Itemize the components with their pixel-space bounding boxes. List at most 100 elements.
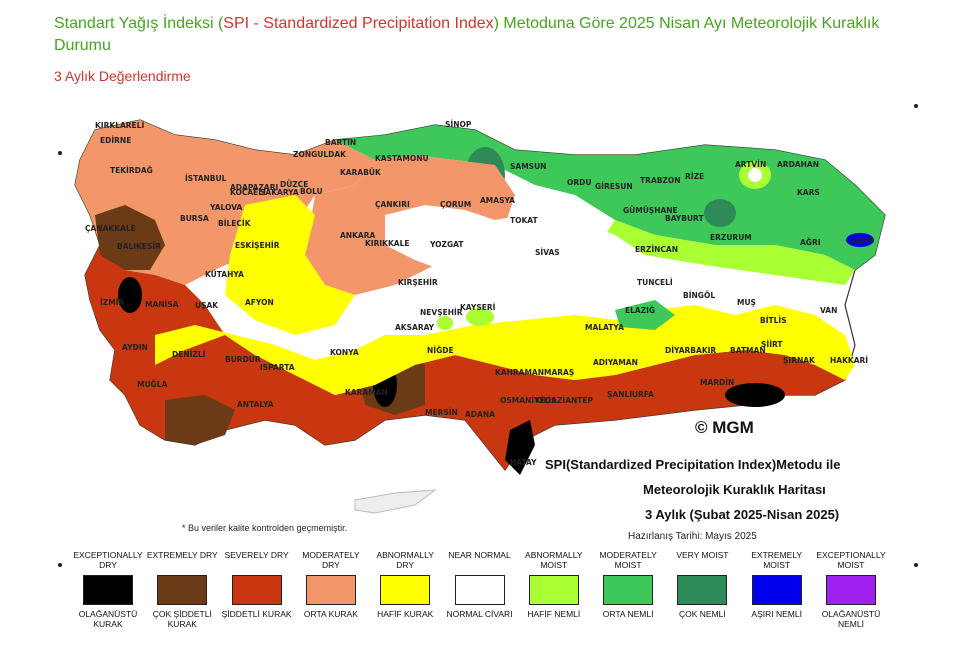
- zone-near-normal-central: [385, 205, 645, 295]
- city-label: IĞDIR: [850, 236, 874, 245]
- legend-item: MODERATELY MOIST ORTA NEMLİ: [590, 550, 666, 619]
- legend-tr-label: ÇOK NEMLİ: [679, 609, 726, 619]
- city-label: AKSARAY: [395, 323, 435, 332]
- legend-en-label: NEAR NORMAL: [448, 550, 511, 560]
- legend-en-label: EXTREMELY DRY: [146, 550, 218, 560]
- zone-exceptionally-dry-hatay: [505, 420, 535, 475]
- zone-extremely-moist-igdir: [846, 233, 874, 247]
- city-label: ORDU: [567, 178, 591, 187]
- legend-en-label: MODERATELY MOIST: [599, 550, 657, 570]
- city-label: EDİRNE: [100, 136, 131, 145]
- city-label: BİLECİK: [218, 219, 252, 228]
- frame-dot-tl: [58, 151, 62, 155]
- city-label: KARS: [797, 188, 820, 197]
- city-label: VAN: [820, 306, 837, 315]
- page-title: Standart Yağış İndeksi (SPI - Standardiz…: [54, 13, 934, 57]
- city-label: KONYA: [330, 348, 359, 357]
- city-label: GAZİANTEP: [545, 396, 594, 405]
- frame-dot-br: [914, 563, 918, 567]
- legend-en-label: EXCEPTIONALLY MOIST: [816, 550, 886, 570]
- city-label: MARDİN: [700, 378, 734, 387]
- frame-dot-bl: [58, 563, 62, 567]
- legend-en-label: ABNORMALLY MOIST: [525, 550, 583, 570]
- city-label: ERZİNCAN: [635, 245, 678, 254]
- legend-tr-label: HAFİF NEMLİ: [527, 609, 581, 619]
- city-label: KARABÜK: [340, 168, 382, 177]
- copyright-mgm: © MGM: [695, 418, 754, 437]
- legend-swatch: [677, 575, 728, 605]
- legend-item: NEAR NORMAL NORMAL CİVARI: [442, 550, 518, 619]
- city-label: MUŞ: [737, 298, 756, 307]
- city-label: KIRIKKALE: [365, 239, 410, 248]
- zone-abnormally-dry-central: [225, 195, 355, 335]
- map-title-line3: 3 Aylık (Şubat 2025-Nisan 2025): [645, 507, 839, 522]
- legend-swatch: [231, 575, 282, 605]
- city-label: AYDIN: [122, 343, 148, 352]
- prepared-date: Hazırlanış Tarihi: Mayıs 2025: [628, 531, 757, 542]
- map-title-line2: Meteorolojik Kuraklık Haritası: [643, 482, 826, 497]
- city-label: BARTIN: [325, 138, 356, 147]
- legend-tr-label: NORMAL CİVARI: [446, 609, 513, 619]
- city-label: SİNOP: [445, 120, 472, 129]
- city-label: UŞAK: [195, 301, 219, 310]
- city-label: ÇANAKKALE: [85, 224, 136, 233]
- city-label: ŞANLIURFA: [607, 390, 654, 399]
- legend-tr-label: HAFİF KURAK: [377, 609, 434, 619]
- legend-swatch: [603, 575, 654, 605]
- footnote: * Bu veriler kalite kontrolden geçmemişt…: [182, 523, 347, 533]
- city-label: BURDUR: [225, 355, 261, 364]
- city-label: KIRKLARELİ: [95, 121, 144, 130]
- city-label: KÜTAHYA: [205, 270, 244, 279]
- zone-moderately-moist-elazig: [615, 300, 675, 330]
- city-label: AĞRI: [800, 238, 821, 247]
- map-title-line1: SPI(Standardized Precipitation Index)Met…: [545, 457, 840, 472]
- legend-item: EXTREMELY MOIST AŞIRI NEMLİ: [739, 550, 815, 619]
- city-label: MERSİN: [425, 408, 458, 417]
- legend-en-label: ABNORMALLY DRY: [376, 550, 434, 570]
- legend-swatch: [751, 575, 802, 605]
- city-label: ADANA: [465, 410, 495, 419]
- zone-abnormally-moist: [605, 220, 855, 285]
- title-part1: Standart Yağış İndeksi (: [54, 15, 224, 32]
- city-label: ADIYAMAN: [593, 358, 638, 367]
- city-label: SAKARYA: [260, 188, 299, 197]
- city-label: ANTALYA: [237, 400, 274, 409]
- city-label: KAYSERİ: [460, 303, 496, 312]
- legend-swatch: [826, 575, 876, 605]
- legend-item: ABNORMALLY MOIST HAFİF NEMLİ: [516, 550, 592, 619]
- legend-item: EXCEPTIONALLY MOIST OLAĞANÜSTÜ NEMLİ: [813, 550, 889, 629]
- legend-en-label: MODERATELY DRY: [302, 550, 360, 570]
- legend-swatch: [157, 575, 208, 605]
- legend-en-label: VERY MOIST: [676, 550, 729, 560]
- legend-item: EXCEPTIONALLY DRY OLAĞANÜSTÜ KURAK: [70, 550, 146, 629]
- frame-dot-tr: [914, 104, 918, 108]
- zone-exceptionally-dry-west: [118, 277, 142, 313]
- legend-tr-label: ÇOK ŞİDDETLİ KURAK: [152, 609, 212, 629]
- zone-extremely-dry-south: [165, 395, 235, 445]
- city-label: İSTANBUL: [185, 174, 227, 183]
- city-label: ARTVİN: [735, 160, 766, 169]
- city-label: OSMANİYE: [500, 396, 545, 405]
- city-label: ÇANKIRI: [375, 200, 410, 209]
- city-label: AMASYA: [480, 196, 515, 205]
- city-label: BOLU: [300, 187, 323, 196]
- city-label: KASTAMONU: [375, 154, 429, 163]
- page-subtitle: 3 Aylık Değerlendirme: [54, 68, 191, 84]
- city-label: DİYARBAKIR: [665, 346, 716, 355]
- city-label: BİNGÖL: [683, 291, 715, 300]
- city-label: RİZE: [685, 172, 704, 181]
- city-label: SİVAS: [535, 248, 560, 257]
- legend-tr-label: AŞIRI NEMLİ: [751, 609, 802, 619]
- legend-tr-label: ŞİDDETLİ KURAK: [221, 609, 292, 619]
- drought-map-svg: KIRKLARELİ EDİRNE TEKİRDAĞ İSTANBUL KOCA…: [74, 119, 886, 542]
- city-label: ELAZIĞ: [625, 306, 655, 315]
- city-label: ADAPAZARI: [230, 183, 278, 192]
- city-label: HATAY: [510, 458, 537, 467]
- city-label: BİTLİS: [760, 316, 787, 325]
- city-label: KOCAELİ: [230, 188, 266, 197]
- city-label: MUĞLA: [137, 380, 167, 389]
- city-label: GÜMÜŞHANE: [623, 206, 678, 215]
- cyprus-shape: [354, 489, 437, 514]
- legend-tr-label: OLAĞANÜSTÜ NEMLİ: [821, 609, 881, 629]
- city-label: ŞIRNAK: [783, 356, 816, 365]
